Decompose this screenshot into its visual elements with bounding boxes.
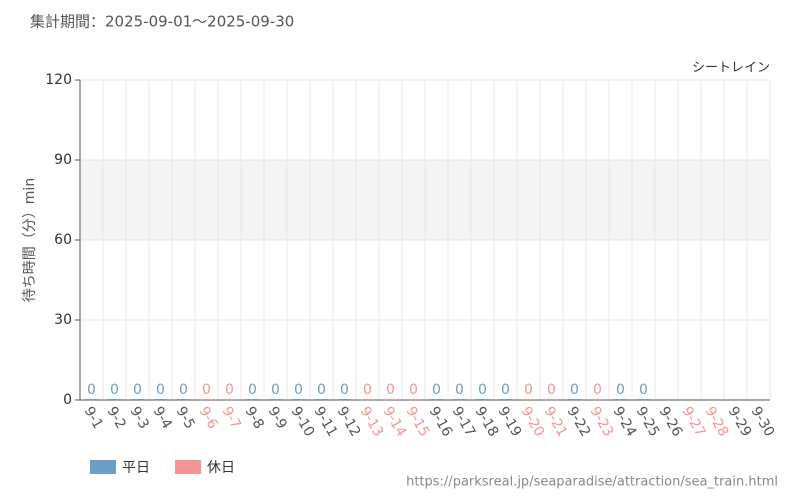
data-label: 0 <box>616 382 625 398</box>
x-tick-label: 9-15 <box>403 404 433 440</box>
bar <box>590 399 605 400</box>
x-tick-label: 9-8 <box>242 404 267 432</box>
bar <box>498 399 513 400</box>
bar <box>613 399 628 400</box>
bar <box>176 399 191 400</box>
x-tick-label: 9-1 <box>81 404 106 432</box>
bar <box>636 399 651 400</box>
bar <box>475 399 490 400</box>
y-tick-label: 0 <box>63 392 72 408</box>
bar <box>360 399 375 400</box>
x-tick-label: 9-9 <box>265 404 290 432</box>
x-tick-label: 9-5 <box>173 404 198 432</box>
data-label: 0 <box>409 382 418 398</box>
x-tick-label: 9-7 <box>219 404 244 432</box>
x-tick-label: 9-20 <box>518 404 548 440</box>
bar <box>314 399 329 400</box>
data-label: 0 <box>639 382 648 398</box>
bar <box>268 399 283 400</box>
data-label: 0 <box>225 382 234 398</box>
data-label: 0 <box>87 382 96 398</box>
data-label: 0 <box>110 382 119 398</box>
x-tick-label: 9-10 <box>288 404 318 440</box>
x-tick-label: 9-12 <box>334 404 364 440</box>
bar <box>544 399 559 400</box>
x-tick-label: 9-18 <box>472 404 502 440</box>
bar <box>567 399 582 400</box>
y-tick-label: 30 <box>54 312 72 328</box>
x-tick-label: 9-16 <box>426 404 456 440</box>
legend-swatch <box>175 460 201 474</box>
x-tick-label: 9-26 <box>656 404 686 440</box>
y-label: 待ち時間（分）min <box>22 178 38 302</box>
x-tick-label: 9-29 <box>725 404 755 440</box>
x-tick-label: 9-4 <box>150 404 175 432</box>
y-tick-label: 60 <box>54 232 72 248</box>
bar <box>452 399 467 400</box>
data-label: 0 <box>455 382 464 398</box>
data-label: 0 <box>570 382 579 398</box>
x-tick-label: 9-2 <box>104 404 129 432</box>
x-tick-label: 9-13 <box>357 404 387 440</box>
x-tick-label: 9-11 <box>311 404 341 440</box>
data-label: 0 <box>547 382 556 398</box>
data-label: 0 <box>593 382 602 398</box>
data-label: 0 <box>524 382 533 398</box>
x-tick-label: 9-17 <box>449 404 479 440</box>
data-label: 0 <box>202 382 211 398</box>
data-label: 0 <box>340 382 349 398</box>
x-tick-label: 9-28 <box>702 404 732 440</box>
data-label: 0 <box>156 382 165 398</box>
bar <box>245 399 260 400</box>
footer: https://parksreal.jp/seaparadise/attract… <box>406 475 778 490</box>
bar <box>222 399 237 400</box>
legend-label: 平日 <box>122 460 150 476</box>
bar <box>291 399 306 400</box>
bar <box>153 399 168 400</box>
bar <box>383 399 398 400</box>
x-tick-label: 9-27 <box>679 404 709 440</box>
data-label: 0 <box>133 382 142 398</box>
data-label: 0 <box>386 382 395 398</box>
data-label: 0 <box>432 382 441 398</box>
x-tick-label: 9-21 <box>541 404 571 440</box>
x-tick-label: 9-14 <box>380 404 410 440</box>
bar <box>107 399 122 400</box>
data-label: 0 <box>248 382 257 398</box>
data-label: 0 <box>363 382 372 398</box>
data-label: 0 <box>271 382 280 398</box>
bar <box>337 399 352 400</box>
data-label: 0 <box>294 382 303 398</box>
bar <box>130 399 145 400</box>
bar <box>199 399 214 400</box>
x-tick-label: 9-22 <box>564 404 594 440</box>
data-label: 0 <box>179 382 188 398</box>
data-label: 0 <box>478 382 487 398</box>
bar <box>84 399 99 400</box>
x-tick-label: 9-23 <box>587 404 617 440</box>
header: 集計期間：2025-09-01～2025-09-30 <box>30 13 294 31</box>
x-tick-label: 9-30 <box>748 404 778 440</box>
bar <box>429 399 444 400</box>
x-tick-label: 9-19 <box>495 404 525 440</box>
legend-swatch <box>90 460 116 474</box>
x-tick-label: 9-25 <box>633 404 663 440</box>
y-tick-label: 90 <box>54 152 72 168</box>
subtitle: シートレイン <box>692 61 770 76</box>
bar <box>406 399 421 400</box>
y-tick-label: 120 <box>45 72 72 88</box>
x-tick-label: 9-24 <box>610 404 640 440</box>
bar <box>521 399 536 400</box>
data-label: 0 <box>501 382 510 398</box>
legend-label: 休日 <box>207 460 235 476</box>
data-label: 0 <box>317 382 326 398</box>
x-tick-label: 9-3 <box>127 404 152 432</box>
x-tick-label: 9-6 <box>196 404 221 432</box>
